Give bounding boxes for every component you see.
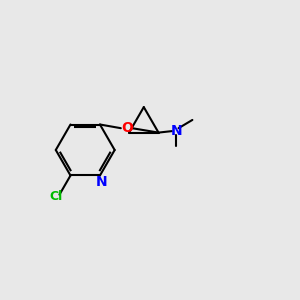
Text: N: N — [96, 175, 107, 189]
Text: Cl: Cl — [49, 190, 62, 202]
Text: N: N — [170, 124, 182, 138]
Text: O: O — [121, 121, 133, 135]
